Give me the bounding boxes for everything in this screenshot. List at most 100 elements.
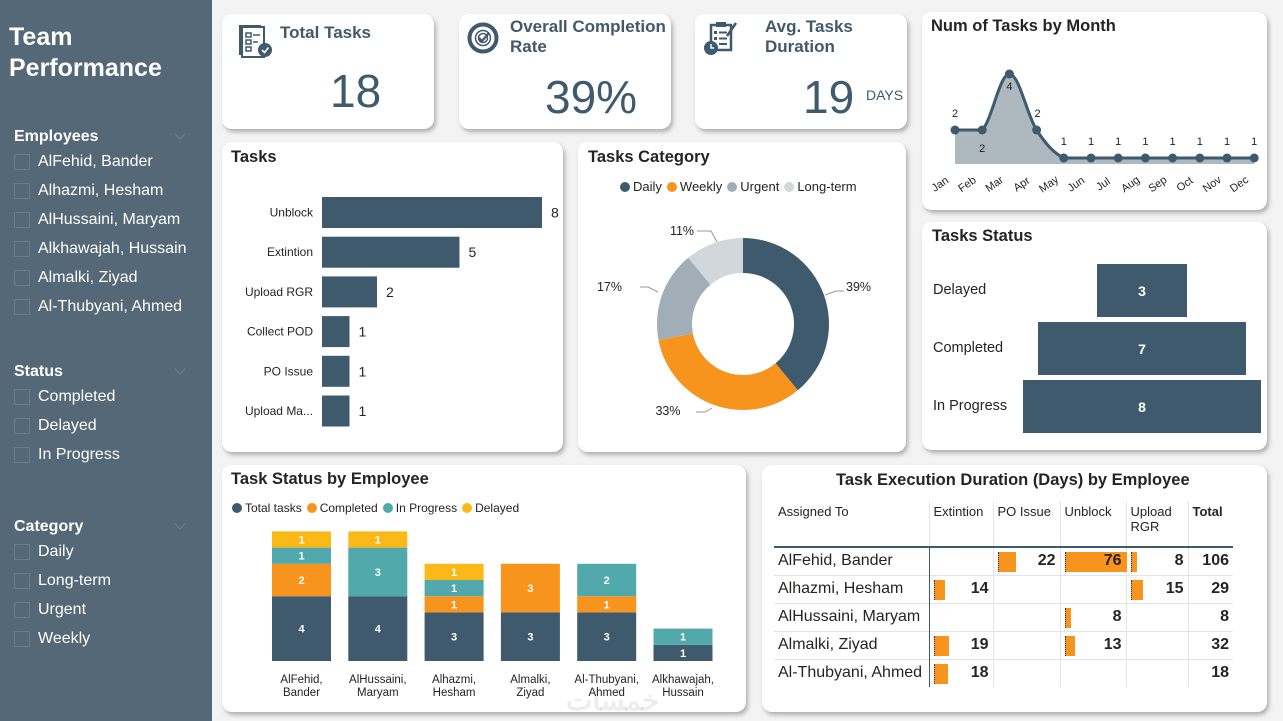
bar[interactable] bbox=[322, 276, 377, 308]
stacked-bar-segment[interactable] bbox=[348, 531, 408, 548]
column-header[interactable]: Total bbox=[1188, 501, 1233, 547]
chevron-down-icon[interactable] bbox=[174, 363, 186, 375]
slicer-item[interactable]: In Progress bbox=[14, 440, 194, 469]
stacked-bar-segment[interactable] bbox=[577, 563, 637, 597]
data-point[interactable] bbox=[1113, 153, 1123, 163]
legend-item[interactable]: In Progress bbox=[382, 501, 457, 515]
checkbox[interactable] bbox=[14, 630, 30, 647]
stacked-bar-segment[interactable] bbox=[424, 580, 484, 597]
checkbox[interactable] bbox=[14, 446, 30, 463]
checkbox[interactable] bbox=[14, 388, 30, 405]
data-point[interactable] bbox=[1168, 153, 1178, 163]
stacked-bar-segment[interactable] bbox=[577, 596, 637, 613]
donut-slice[interactable] bbox=[657, 257, 711, 341]
slicer-item[interactable]: Delayed bbox=[14, 411, 194, 440]
stacked-bar-segment[interactable] bbox=[653, 644, 713, 661]
checkbox[interactable] bbox=[14, 153, 30, 170]
chevron-down-icon[interactable] bbox=[174, 128, 186, 140]
legend-item[interactable]: Total tasks bbox=[232, 501, 302, 515]
column-header[interactable]: PO Issue bbox=[993, 501, 1061, 547]
table-row[interactable]: AlHussaini, Maryam 8 8 bbox=[774, 602, 1233, 631]
data-point[interactable] bbox=[1032, 125, 1042, 135]
donut-slice[interactable] bbox=[658, 333, 798, 410]
stacked-bar-segment[interactable] bbox=[272, 596, 331, 661]
status-bar[interactable]: 7 bbox=[1037, 322, 1247, 375]
value-cell: 8 bbox=[1060, 602, 1127, 631]
stacked-bar-segment[interactable] bbox=[348, 547, 408, 597]
table-row[interactable]: Almalki, Ziyad 19 13 32 bbox=[774, 630, 1233, 659]
checkbox[interactable] bbox=[14, 417, 30, 434]
data-label: 1 bbox=[1061, 136, 1067, 148]
data-point[interactable] bbox=[1140, 153, 1150, 163]
data-point[interactable] bbox=[1222, 153, 1232, 163]
slicer-item[interactable]: Completed bbox=[14, 382, 194, 411]
checkbox[interactable] bbox=[14, 572, 30, 589]
donut-slice[interactable] bbox=[688, 238, 743, 285]
legend-item[interactable]: Delayed bbox=[462, 501, 519, 515]
slicer-item[interactable]: AlHussaini, Maryam bbox=[14, 205, 194, 234]
slicer-item[interactable]: AlFehid, Bander bbox=[14, 147, 194, 176]
slicer-item[interactable]: Alhazmi, Hesham bbox=[14, 176, 194, 205]
stacked-bar-segment[interactable] bbox=[424, 563, 484, 580]
stacked-bar-segment[interactable] bbox=[500, 612, 560, 661]
checkbox[interactable] bbox=[14, 543, 30, 560]
donut-slice[interactable] bbox=[743, 238, 829, 391]
slicer-item[interactable]: Al-Thubyani, Ahmed bbox=[14, 292, 194, 321]
slicer-header[interactable]: Category bbox=[14, 517, 194, 537]
column-header[interactable]: Upload RGR bbox=[1126, 501, 1189, 547]
legend-item[interactable]: Weekly bbox=[666, 179, 722, 194]
legend-item[interactable]: Daily bbox=[620, 179, 662, 194]
stacked-bar-segment[interactable] bbox=[272, 531, 331, 548]
stacked-bar-segment[interactable] bbox=[577, 612, 637, 661]
stacked-bar-segment[interactable] bbox=[348, 596, 408, 661]
table-row[interactable]: Alhazmi, Hesham 14 15 29 bbox=[774, 574, 1233, 603]
stacked-bar-segment[interactable] bbox=[424, 612, 484, 661]
bar[interactable] bbox=[322, 316, 350, 348]
column-header[interactable]: Unblock bbox=[1060, 501, 1127, 547]
data-point[interactable] bbox=[977, 125, 987, 135]
slicer-item[interactable]: Weekly bbox=[14, 624, 194, 653]
status-bar[interactable]: 3 bbox=[1097, 264, 1187, 317]
data-point[interactable] bbox=[1195, 153, 1205, 163]
slicer-item[interactable]: Long-term bbox=[14, 566, 194, 595]
bar[interactable] bbox=[322, 395, 350, 427]
checkbox[interactable] bbox=[14, 240, 30, 257]
bar[interactable] bbox=[322, 355, 350, 387]
checkbox[interactable] bbox=[14, 182, 30, 199]
slice-label: 17% bbox=[597, 280, 622, 294]
table-row[interactable]: Al-Thubyani, Ahmed 18 18 bbox=[774, 658, 1233, 687]
data-point[interactable] bbox=[950, 125, 960, 135]
legend-item[interactable]: Long-term bbox=[784, 179, 857, 194]
bar[interactable] bbox=[322, 197, 542, 228]
stacked-bar-segment[interactable] bbox=[424, 596, 484, 613]
checkbox[interactable] bbox=[14, 211, 30, 228]
slicer-header[interactable]: Status bbox=[14, 362, 194, 382]
chevron-down-icon[interactable] bbox=[174, 518, 186, 530]
bar[interactable] bbox=[322, 236, 460, 268]
stacked-bar-segment[interactable] bbox=[653, 628, 713, 645]
slicer-title: Category bbox=[14, 518, 84, 535]
data-point[interactable] bbox=[1249, 153, 1259, 163]
checkbox[interactable] bbox=[14, 298, 30, 315]
column-header[interactable]: Assigned To bbox=[774, 501, 930, 547]
stacked-bar-segment[interactable] bbox=[272, 547, 331, 564]
data-point[interactable] bbox=[1004, 69, 1014, 79]
slicer-item[interactable]: Almalki, Ziyad bbox=[14, 263, 194, 292]
stacked-bar-segment[interactable] bbox=[272, 563, 331, 597]
checkbox[interactable] bbox=[14, 601, 30, 618]
legend-item[interactable]: Completed bbox=[306, 501, 378, 515]
legend-item[interactable]: Urgent bbox=[727, 179, 779, 194]
slicer-item[interactable]: Alkhawajah, Hussain bbox=[14, 234, 194, 263]
data-point[interactable] bbox=[1059, 153, 1069, 163]
stacked-bar-segment[interactable] bbox=[500, 563, 560, 613]
status-bar[interactable]: 8 bbox=[1023, 380, 1261, 433]
segment-label: 1 bbox=[375, 535, 381, 547]
slicer-header[interactable]: Employees bbox=[14, 127, 194, 147]
slicer-item[interactable]: Daily bbox=[14, 537, 194, 566]
data-label: 1 bbox=[1170, 136, 1176, 148]
data-point[interactable] bbox=[1086, 153, 1096, 163]
checkbox[interactable] bbox=[14, 269, 30, 286]
slicer-item[interactable]: Urgent bbox=[14, 595, 194, 624]
column-header[interactable]: Extintion bbox=[929, 501, 994, 547]
table-row[interactable]: AlFehid, Bander 22 76 8 106 bbox=[774, 546, 1233, 575]
